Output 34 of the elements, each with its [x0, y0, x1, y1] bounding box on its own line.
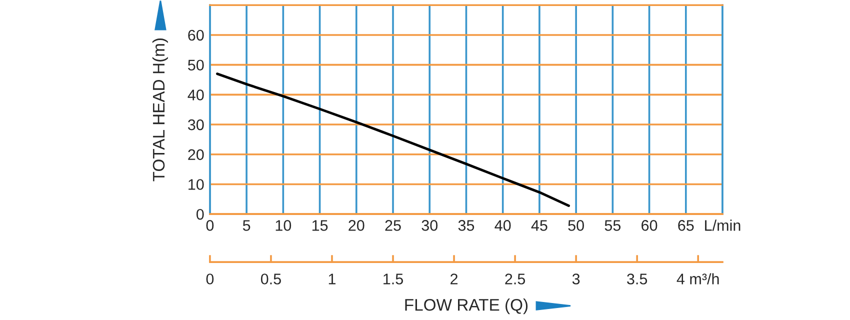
x-axis-title: FLOW RATE (Q)	[405, 298, 528, 314]
x2-tick-label: 1	[328, 274, 336, 284]
x-tick-label: 40	[494, 220, 511, 231]
x2-tick-label: 0.5	[260, 274, 281, 284]
x2-tick-label: 3.5	[627, 274, 648, 284]
y-tick-label: 50	[188, 60, 204, 71]
y-tick-label: 30	[188, 119, 204, 130]
y-tick-label: 20	[188, 149, 204, 160]
x-tick-label: 15	[312, 220, 328, 231]
x-tick-label: 30	[422, 220, 438, 231]
x-tick-label: 0	[206, 220, 214, 231]
x-tick-label: 45	[531, 220, 548, 231]
x-tick-label: 35	[458, 220, 474, 231]
y-tick-label: 60	[188, 30, 204, 41]
y-tick-label: 40	[188, 90, 204, 100]
x2-tick-label: 0	[206, 274, 214, 284]
line-series	[216, 72, 570, 207]
x-tick-label: 10	[276, 220, 292, 231]
y-tick-label: 0	[196, 208, 204, 220]
x2-tick-label: 3	[572, 274, 580, 284]
x2-tick-label: 2.5	[505, 274, 526, 284]
x-tick-label: 5	[242, 220, 250, 231]
x-tick-label: 50	[568, 220, 584, 231]
x2-tick-label: 2	[450, 274, 458, 284]
x-tick-label: 25	[385, 220, 401, 231]
x-tick-label: 55	[604, 220, 621, 231]
x2-tick-label: 4 m³/h	[676, 273, 719, 284]
x-tick-label: 60	[642, 220, 658, 231]
y-tick-label: 10	[188, 179, 204, 190]
x2-tick-label: 1.5	[384, 274, 403, 284]
y-axis-title: TOTAL HEAD H(m)	[152, 38, 168, 182]
x-tick-label: 20	[348, 220, 364, 231]
x-tick-label: 65	[678, 220, 694, 231]
x-tick-label: L/min	[705, 220, 740, 231]
